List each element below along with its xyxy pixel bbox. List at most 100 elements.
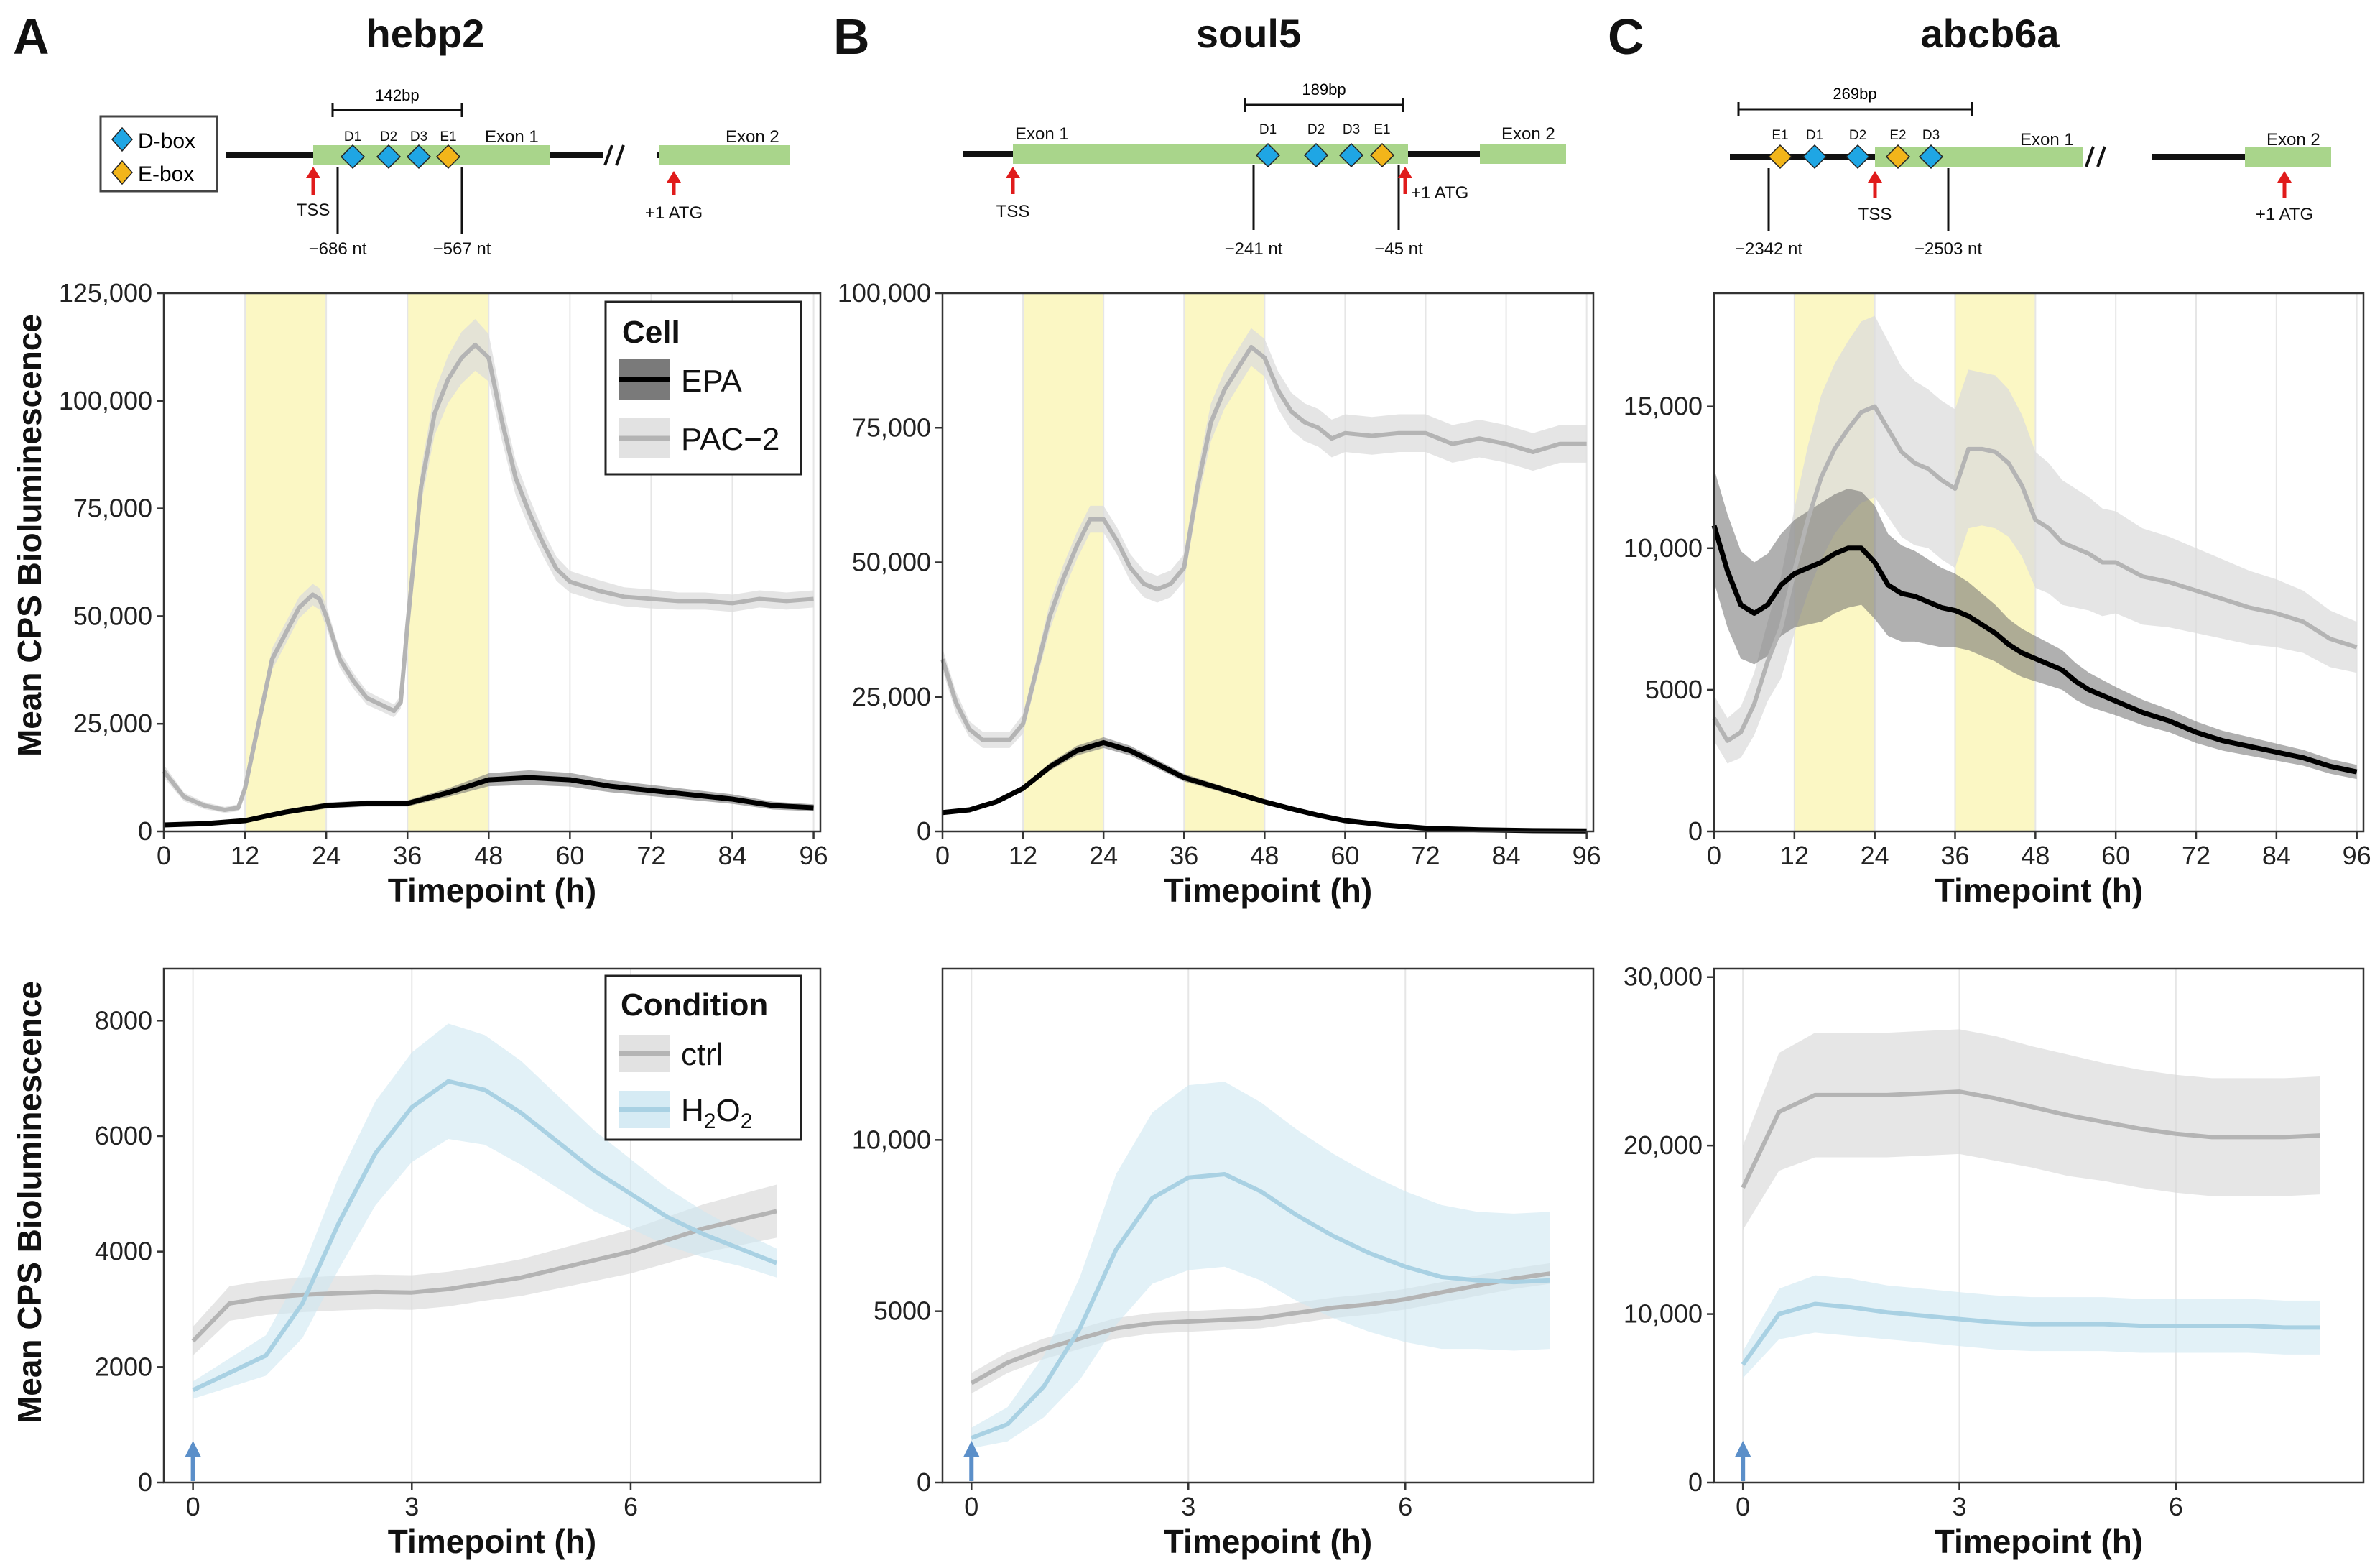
position-label-left: −2342 nt	[1735, 239, 1802, 259]
legend-cell: Cell EPA PAC−2	[604, 300, 802, 476]
atg-arrow-icon	[667, 171, 681, 183]
series-line-epa	[942, 739, 1587, 834]
plot-border	[941, 967, 1595, 1484]
e-box-icon	[435, 144, 461, 170]
plot-border	[162, 292, 822, 833]
x-tick-label: 6	[624, 1492, 638, 1521]
ribbon-pac-2	[1714, 315, 2357, 764]
y-tick-label: 15,000	[1624, 392, 1703, 421]
gene-structure-abcb6a: Exon 1 Exon 2 269bp E1 D1 D2 E2 D3 −2342…	[1730, 85, 2331, 259]
chart-c-bottom: 0 3 6 0 10,000 20,000 30,000 Timepoint (h)	[1624, 962, 2365, 1560]
series-line-h2o2	[971, 1172, 1550, 1440]
e-box-icon	[1369, 142, 1395, 168]
x-tick-label: 48	[2021, 841, 2050, 870]
position-label-left: −241 nt	[1225, 239, 1283, 259]
y-tick-label: 0	[1688, 1467, 1703, 1497]
y-tick-label: 75,000	[73, 494, 152, 523]
box-label: E1	[440, 129, 456, 144]
e-box-label: E-box	[138, 162, 194, 186]
d-box-icon	[1255, 142, 1281, 168]
x-tick-label: 72	[1411, 841, 1440, 870]
y-tick-label: 0	[138, 816, 152, 846]
x-tick-label: 24	[1089, 841, 1118, 870]
legend-label-epa: EPA	[681, 364, 742, 399]
series-line-h2o2	[1741, 1301, 2320, 1366]
panel-letter-a: A	[13, 9, 50, 65]
chart-c: 0 12 24 36 48 60 72 84 96 0 5000 10,000 15,000 Timepo…	[1624, 292, 2371, 909]
y-tick-label: 50,000	[73, 601, 152, 630]
legend-condition-title: Condition	[621, 987, 768, 1023]
panel-title-hebp2: hebp2	[366, 11, 485, 56]
y-tick-label: 10,000	[1624, 1299, 1703, 1329]
box-label: E2	[1889, 128, 1906, 143]
chart-b-bottom: 0 3 6 0 5000 10,000 Timepoint (h)	[852, 967, 1595, 1560]
x-tick-label: 84	[2262, 841, 2291, 870]
y-axis-title-bottom: Mean CPS Bioluminescence	[11, 981, 48, 1424]
chart-b: 0 12 24 36 48 60 72 84 96 0 25,000 50,000 75,000 100,…	[838, 278, 1601, 909]
x-tick-label: 24	[1861, 841, 1889, 870]
panel-letter-b: B	[833, 9, 870, 65]
y-tick-label: 0	[917, 1467, 931, 1497]
treatment-arrow-head-icon	[1735, 1441, 1751, 1457]
legend-label-pac2: PAC−2	[681, 422, 779, 457]
x-tick-label: 0	[186, 1492, 200, 1521]
box-label: D3	[410, 129, 427, 144]
bracket-label: 142bp	[375, 86, 419, 104]
treatment-arrow-head-icon	[185, 1441, 201, 1457]
d-box-icon	[1845, 144, 1871, 170]
tss-arrow-icon	[306, 167, 320, 178]
plot-border	[1713, 292, 2365, 833]
d-box-label: D-box	[138, 129, 195, 153]
x-tick-label: 0	[1707, 841, 1721, 870]
treatment-arrow-head-icon	[963, 1441, 980, 1457]
gene-structure-hebp2: Exon 1 Exon 2 142bp D1 D2 D3 E1 −686 nt …	[226, 86, 790, 259]
y-tick-label: 10,000	[1624, 533, 1703, 563]
y-tick-label: 8000	[95, 1005, 152, 1035]
x-axis-title: Timepoint (h)	[388, 872, 596, 909]
series-line-pac-2	[162, 342, 814, 813]
x-axis-title: Timepoint (h)	[1935, 1523, 2143, 1560]
x-tick-label: 0	[964, 1492, 978, 1521]
atg-label: +1 ATG	[645, 203, 703, 223]
y-tick-label: 5000	[1645, 675, 1703, 704]
d-box-icon	[1918, 144, 1944, 170]
y-tick-label: 4000	[95, 1237, 152, 1266]
exon-1-label: Exon 1	[485, 127, 539, 147]
series-line-pac-2	[1712, 404, 2358, 743]
atg-arrow-icon	[1398, 167, 1412, 178]
plot-border	[162, 967, 822, 1484]
x-tick-label: 36	[1170, 841, 1198, 870]
legend-label-h2o2: H2O2	[681, 1093, 752, 1133]
exon-2-box	[1480, 144, 1566, 164]
box-label: E1	[1772, 128, 1788, 143]
y-tick-label: 30,000	[1624, 962, 1703, 992]
box-label: D1	[344, 129, 361, 144]
series-line-ctrl	[970, 1271, 1551, 1385]
plot-border	[1713, 967, 2365, 1484]
x-tick-label: 48	[474, 841, 503, 870]
x-tick-label: 0	[157, 841, 171, 870]
ribbon-ctrl	[1743, 1029, 2320, 1230]
tss-label: TSS	[996, 202, 1030, 221]
light-phase-shading	[245, 293, 327, 831]
y-tick-label: 100,000	[59, 386, 152, 415]
e-box-icon	[111, 160, 133, 185]
x-tick-label: 60	[2101, 841, 2130, 870]
x-axis-title: Timepoint (h)	[388, 1523, 596, 1560]
box-label: E1	[1374, 122, 1390, 137]
charts: 0 12 24 36 48 60 72 84 96025,00050,00075,000100,…	[59, 278, 2371, 1560]
y-tick-label: 6000	[95, 1121, 152, 1150]
x-tick-label: 72	[636, 841, 665, 870]
box-label: D2	[1849, 128, 1866, 143]
d-box-icon	[340, 144, 366, 170]
d-box-icon	[111, 126, 133, 152]
x-tick-label: 12	[1780, 841, 1809, 870]
atg-arrow-icon	[2277, 171, 2292, 183]
x-tick-label: 96	[2343, 841, 2371, 870]
box-label: D1	[1259, 122, 1277, 137]
ribbon-epa	[1714, 469, 2357, 780]
y-axis-title-top: Mean CPS Bioluminescence	[11, 314, 48, 757]
legend-condition: Condition ctrl H2O2	[604, 974, 802, 1141]
series-line-epa	[1711, 525, 2358, 775]
